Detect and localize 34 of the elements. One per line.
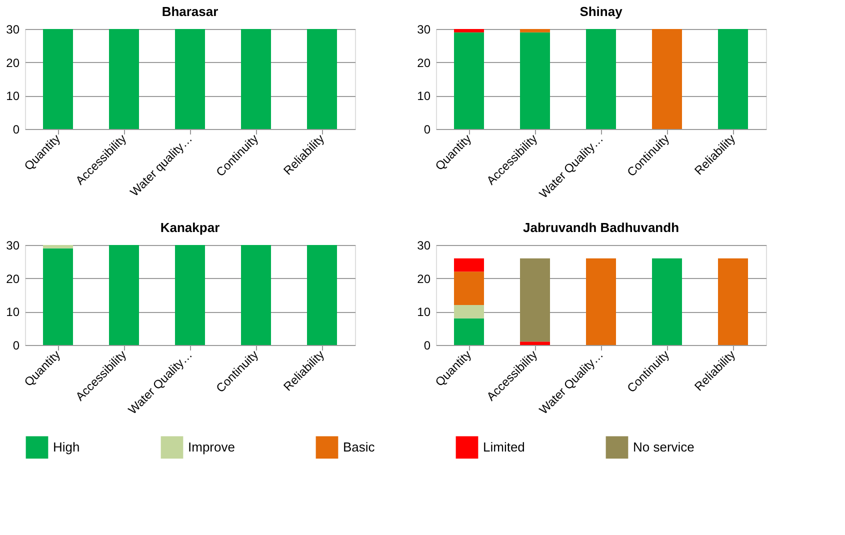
y-tick-label: 20: [6, 56, 20, 70]
chart-title: Bharasar: [162, 4, 218, 19]
y-tick-label: 30: [6, 238, 20, 252]
y-tick-label: 10: [417, 89, 431, 104]
legend-label: Improve: [188, 439, 235, 454]
y-tick-label: 0: [424, 338, 431, 352]
y-tick-label: 30: [417, 22, 431, 36]
y-tick-label: 10: [6, 89, 20, 104]
bar: [652, 258, 682, 345]
bar: [586, 258, 616, 345]
legend-label: Basic: [343, 439, 376, 454]
bar: [718, 258, 748, 345]
bar: [454, 305, 484, 318]
y-tick-label: 0: [12, 338, 20, 352]
legend-label: No service: [633, 439, 694, 454]
legend-label: Limited: [483, 439, 525, 454]
bar: [454, 318, 484, 345]
bar: [520, 258, 550, 342]
chart-title: Kanakpar: [160, 220, 220, 235]
legend-label: High: [53, 439, 80, 454]
y-tick-label: 30: [6, 22, 20, 36]
bar: [454, 272, 484, 305]
y-tick-label: 20: [417, 272, 431, 286]
y-tick-label: 0: [12, 122, 20, 136]
y-tick-label: 30: [417, 238, 431, 252]
y-tick-label: 20: [417, 56, 431, 70]
chart-title: Shinay: [580, 4, 624, 19]
chart-title: Jabruvandh Badhuvandh: [522, 220, 680, 235]
y-tick-label: 20: [6, 272, 20, 286]
bar: [454, 258, 484, 272]
y-tick-label: 0: [424, 122, 431, 136]
y-tick-label: 10: [417, 305, 431, 320]
bar: [520, 342, 550, 345]
y-tick-label: 10: [6, 305, 20, 320]
